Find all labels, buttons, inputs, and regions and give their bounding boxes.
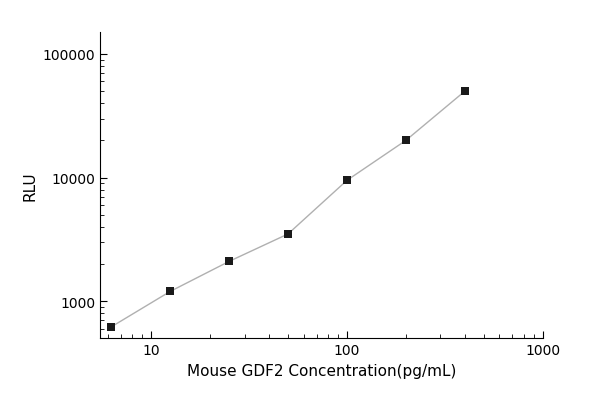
Point [224, 259, 234, 265]
Point [106, 324, 116, 330]
Point [342, 178, 352, 184]
Y-axis label: RLU: RLU [22, 171, 37, 201]
X-axis label: Mouse GDF2 Concentration(pg/mL): Mouse GDF2 Concentration(pg/mL) [187, 363, 456, 378]
Point [283, 231, 293, 238]
Point [460, 89, 470, 95]
Point [401, 138, 411, 144]
Point [165, 288, 175, 295]
